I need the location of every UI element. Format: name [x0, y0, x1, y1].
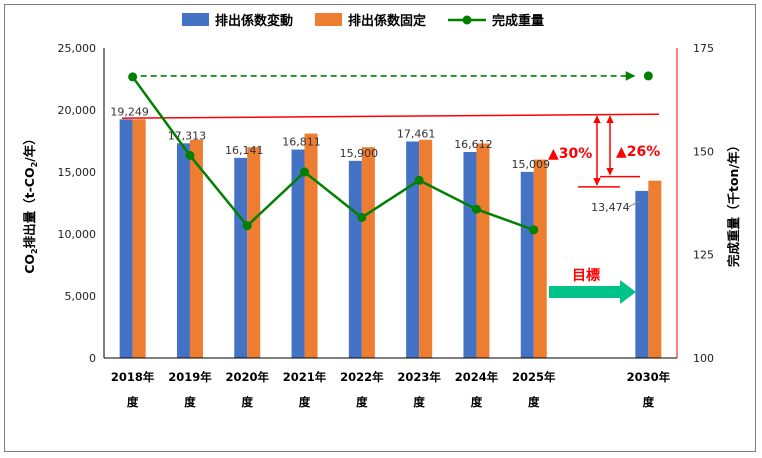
data-label: 15,900	[340, 147, 379, 160]
data-label: 13,474	[591, 201, 630, 214]
reduction-label-b: ▲26%	[616, 144, 660, 160]
left-axis-title: CO2排出量（t-CO2/年）	[22, 132, 39, 274]
reduction-label-a: ▲30%	[548, 146, 592, 162]
data-label: 17,313	[168, 129, 207, 142]
bar-fixed	[189, 139, 203, 358]
weight-point	[128, 72, 138, 82]
weight-target-point	[643, 71, 653, 81]
x-tick-label-2: 度	[299, 395, 311, 409]
left-tick-label: 20,000	[58, 104, 97, 117]
x-tick-label: 2020年	[225, 370, 269, 384]
x-tick-label-2: 度	[471, 395, 483, 409]
weight-point	[242, 221, 252, 231]
weight-line	[131, 76, 535, 232]
weight-point	[185, 150, 195, 160]
bar-fixed	[247, 147, 261, 358]
x-tick-label: 2023年	[397, 370, 441, 384]
x-tick-label-2: 度	[242, 395, 254, 409]
x-tick-label: 2022年	[340, 370, 384, 384]
legend-swatch	[182, 13, 209, 26]
bar-variable	[520, 171, 534, 358]
bar-variable	[234, 157, 248, 358]
x-tick-label: 2019年	[168, 370, 212, 384]
data-label: 17,461	[397, 127, 436, 140]
bar-fixed	[533, 159, 547, 358]
reference-line	[121, 113, 660, 119]
weight-point	[300, 167, 310, 177]
legend-label: 排出係数固定	[348, 13, 426, 29]
x-tick-label-2: 度	[643, 395, 655, 409]
weight-point	[357, 212, 367, 222]
bar-fixed	[132, 119, 146, 358]
target-arrow	[549, 280, 636, 304]
target-label: 目標	[572, 267, 600, 284]
data-label: 15,009	[512, 158, 551, 171]
weight-point	[471, 204, 481, 214]
legend-label: 排出係数変動	[215, 13, 293, 29]
right-tick-label: 100	[693, 352, 714, 365]
left-tick-label: 0	[89, 352, 96, 365]
chart-frame	[4, 4, 756, 452]
x-tick-label-2: 度	[413, 395, 425, 409]
legend-swatch	[315, 13, 342, 26]
bar-variable	[406, 141, 420, 358]
right-tick-label: 125	[693, 249, 714, 262]
bar-fixed	[304, 133, 318, 358]
right-tick-label: 175	[693, 42, 714, 55]
x-tick-label-2: 度	[184, 395, 196, 409]
bar-variable	[119, 119, 133, 358]
right-tick-label: 150	[693, 145, 714, 158]
left-tick-label: 25,000	[58, 42, 97, 55]
data-label: 16,141	[225, 144, 264, 157]
x-tick-label: 2025年	[512, 370, 556, 384]
left-tick-label: 10,000	[58, 228, 97, 241]
data-label: 16,612	[454, 138, 493, 151]
bar-variable	[176, 143, 190, 358]
x-tick-label: 2021年	[283, 370, 327, 384]
x-tick-label-2: 度	[356, 395, 368, 409]
bar-variable	[348, 160, 362, 358]
left-tick-label: 5,000	[65, 290, 97, 303]
bar-fixed	[476, 143, 490, 358]
x-tick-label: 2030年	[627, 370, 671, 384]
x-tick-label: 2018年	[111, 370, 155, 384]
data-label-leader	[628, 200, 641, 208]
legend-swatch-marker	[462, 15, 472, 25]
bar-variable	[635, 190, 649, 358]
x-tick-label-2: 度	[127, 395, 139, 409]
bar-fixed	[648, 180, 662, 358]
right-axis-title: 完成重量（千ton/年）	[726, 139, 741, 267]
bar-variable	[291, 149, 305, 358]
legend-label: 完成重量	[492, 13, 544, 29]
bar-fixed	[361, 147, 375, 358]
x-tick-label: 2024年	[455, 370, 499, 384]
left-tick-label: 15,000	[58, 166, 97, 179]
data-label: 19,249	[110, 105, 149, 118]
weight-point	[529, 225, 539, 235]
weight-point	[414, 175, 424, 185]
data-label: 16,811	[282, 136, 321, 149]
bar-fixed	[419, 139, 433, 358]
bar-variable	[463, 152, 477, 358]
x-tick-label-2: 度	[528, 395, 540, 409]
